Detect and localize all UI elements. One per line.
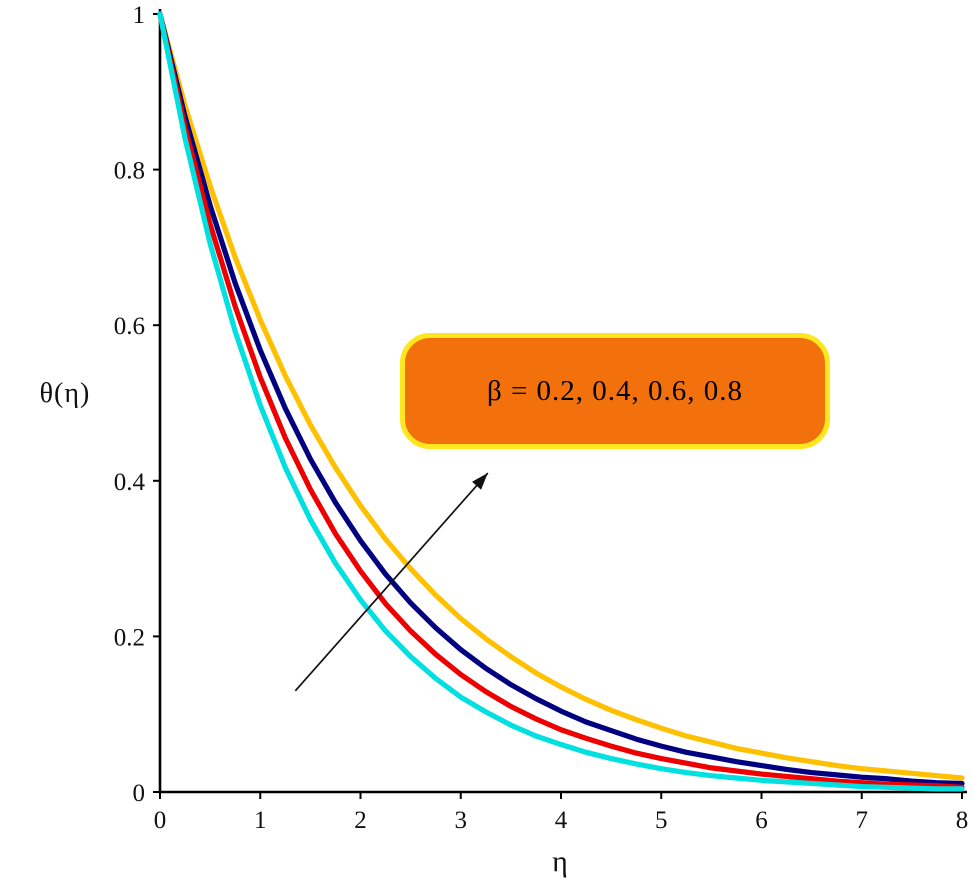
curve-beta-0-6 [157,11,965,787]
x-tick-label-6: 6 [755,807,768,834]
curve-beta-0-8 [157,11,965,781]
curve-beta-0-4 [157,11,965,790]
y-tick-label-0.2: 0.2 [114,624,145,651]
arrow-head-icon [472,473,488,490]
x-tick-label-7: 7 [856,807,869,834]
x-tick-label-0: 0 [154,807,167,834]
x-tick-label-2: 2 [354,807,367,834]
y-tick-label-0.6: 0.6 [114,313,145,340]
y-tick-label-0: 0 [133,780,146,807]
curve-beta-0-2 [157,11,965,792]
y-tick-label-0.4: 0.4 [114,469,146,496]
y-tick-label-0.8: 0.8 [114,158,145,185]
y-tick-label-1: 1 [133,2,146,29]
x-tick-label-4: 4 [555,807,568,834]
increasing-beta-arrow [294,472,489,692]
y-axis-label: θ(η) [39,378,91,409]
x-tick-label-3: 3 [455,807,468,834]
x-axis-label: η [552,845,568,878]
beta-annotation-box: β = 0.2, 0.4, 0.6, 0.8 [400,333,830,449]
beta-annotation-text: β = 0.2, 0.4, 0.6, 0.8 [486,374,744,407]
x-tick-label-1: 1 [254,807,267,834]
x-tick-label-8: 8 [956,807,969,834]
x-tick-label-5: 5 [655,807,668,834]
